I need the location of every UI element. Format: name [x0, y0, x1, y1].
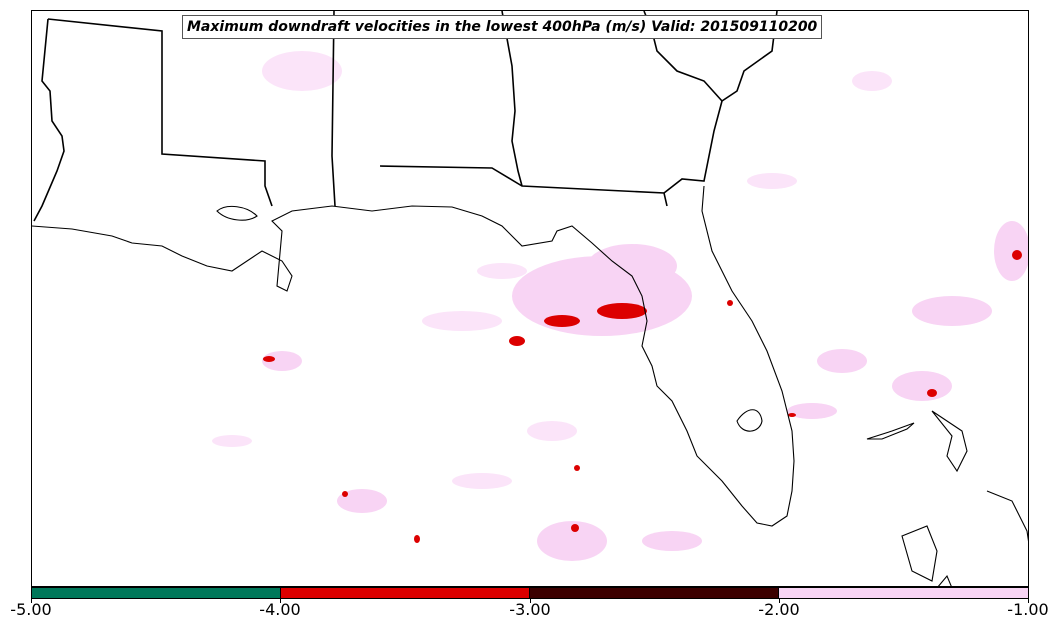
- grand-bahama: [866, 422, 915, 440]
- strong-downdraft-core: [509, 336, 525, 346]
- light-downdraft-area: [537, 521, 607, 561]
- colorbar-segment-4: [779, 588, 1028, 598]
- gulf-and-florida-coast: [32, 185, 795, 527]
- mississippi-alabama-border: [331, 11, 336, 207]
- light-downdraft-area: [747, 173, 797, 189]
- light-downdraft-area: [787, 403, 837, 419]
- light-downdraft-area: [994, 221, 1028, 281]
- light-downdraft-area: [262, 51, 342, 91]
- colorbar-tick: [31, 599, 32, 603]
- light-downdraft-area: [422, 311, 502, 331]
- colorbar-tick: [1028, 599, 1029, 603]
- light-downdraft-area: [817, 349, 867, 373]
- strong-downdraft-core: [342, 491, 348, 497]
- light-downdraft-area: [852, 71, 892, 91]
- strong-downdraft-core: [263, 356, 275, 362]
- light-downdraft-area: [892, 371, 952, 401]
- strong-downdraft-core: [414, 535, 420, 543]
- strong-downdraft-core: [1012, 250, 1022, 260]
- colorbar-label: -3.00: [509, 600, 551, 619]
- lake-okeechobee: [736, 409, 763, 432]
- colorbar-tick: [530, 599, 531, 603]
- light-downdraft-area: [262, 351, 302, 371]
- map-canvas: [32, 11, 1028, 586]
- coastline: [32, 185, 1028, 586]
- colorbar-tick: [280, 599, 281, 603]
- colorbar: [31, 587, 1029, 599]
- andros-island: [931, 410, 968, 473]
- colorbar-label: -1.00: [1007, 600, 1049, 619]
- cuba-coast-east: [986, 490, 1028, 542]
- colorbar-label: -2.00: [758, 600, 800, 619]
- strong-downdraft-core: [571, 524, 579, 532]
- colorbar-label: -4.00: [259, 600, 301, 619]
- map-title: Maximum downdraft velocities in the lowe…: [182, 15, 823, 39]
- light-downdraft-area: [912, 296, 992, 326]
- louisiana-border: [33, 18, 65, 222]
- colorbar-segment-1: [32, 588, 281, 598]
- strong-downdraft-core: [597, 303, 647, 319]
- strong-downdraft-core: [574, 465, 580, 471]
- colorbar-label: -5.00: [10, 600, 52, 619]
- cuba-coast-west: [901, 525, 938, 582]
- light-downdraft-area: [212, 435, 252, 447]
- light-downdraft-area: [452, 473, 512, 489]
- strong-downdraft-core: [727, 300, 733, 306]
- colorbar-tick: [779, 599, 780, 603]
- light-downdraft-area: [587, 244, 677, 288]
- map-plot-area: [31, 10, 1029, 587]
- mississippi-border: [47, 18, 273, 207]
- downdraft-shading-layer: [212, 51, 1028, 561]
- lake-pontchartrain: [216, 205, 258, 221]
- state-borders: [33, 11, 778, 222]
- cuba-fragment: [937, 574, 952, 586]
- alabama-georgia-border: [501, 11, 523, 187]
- strong-downdraft-core: [927, 389, 937, 397]
- light-downdraft-area: [527, 421, 577, 441]
- colorbar-segment-2: [281, 588, 530, 598]
- light-downdraft-area: [642, 531, 702, 551]
- georgia-coast: [663, 11, 778, 194]
- colorbar-segment-3: [530, 588, 779, 598]
- light-downdraft-area: [477, 263, 527, 279]
- strong-downdraft-core: [788, 413, 796, 417]
- alabama-florida-border: [379, 165, 668, 207]
- strong-downdraft-core: [544, 315, 580, 327]
- light-downdraft-area: [337, 489, 387, 513]
